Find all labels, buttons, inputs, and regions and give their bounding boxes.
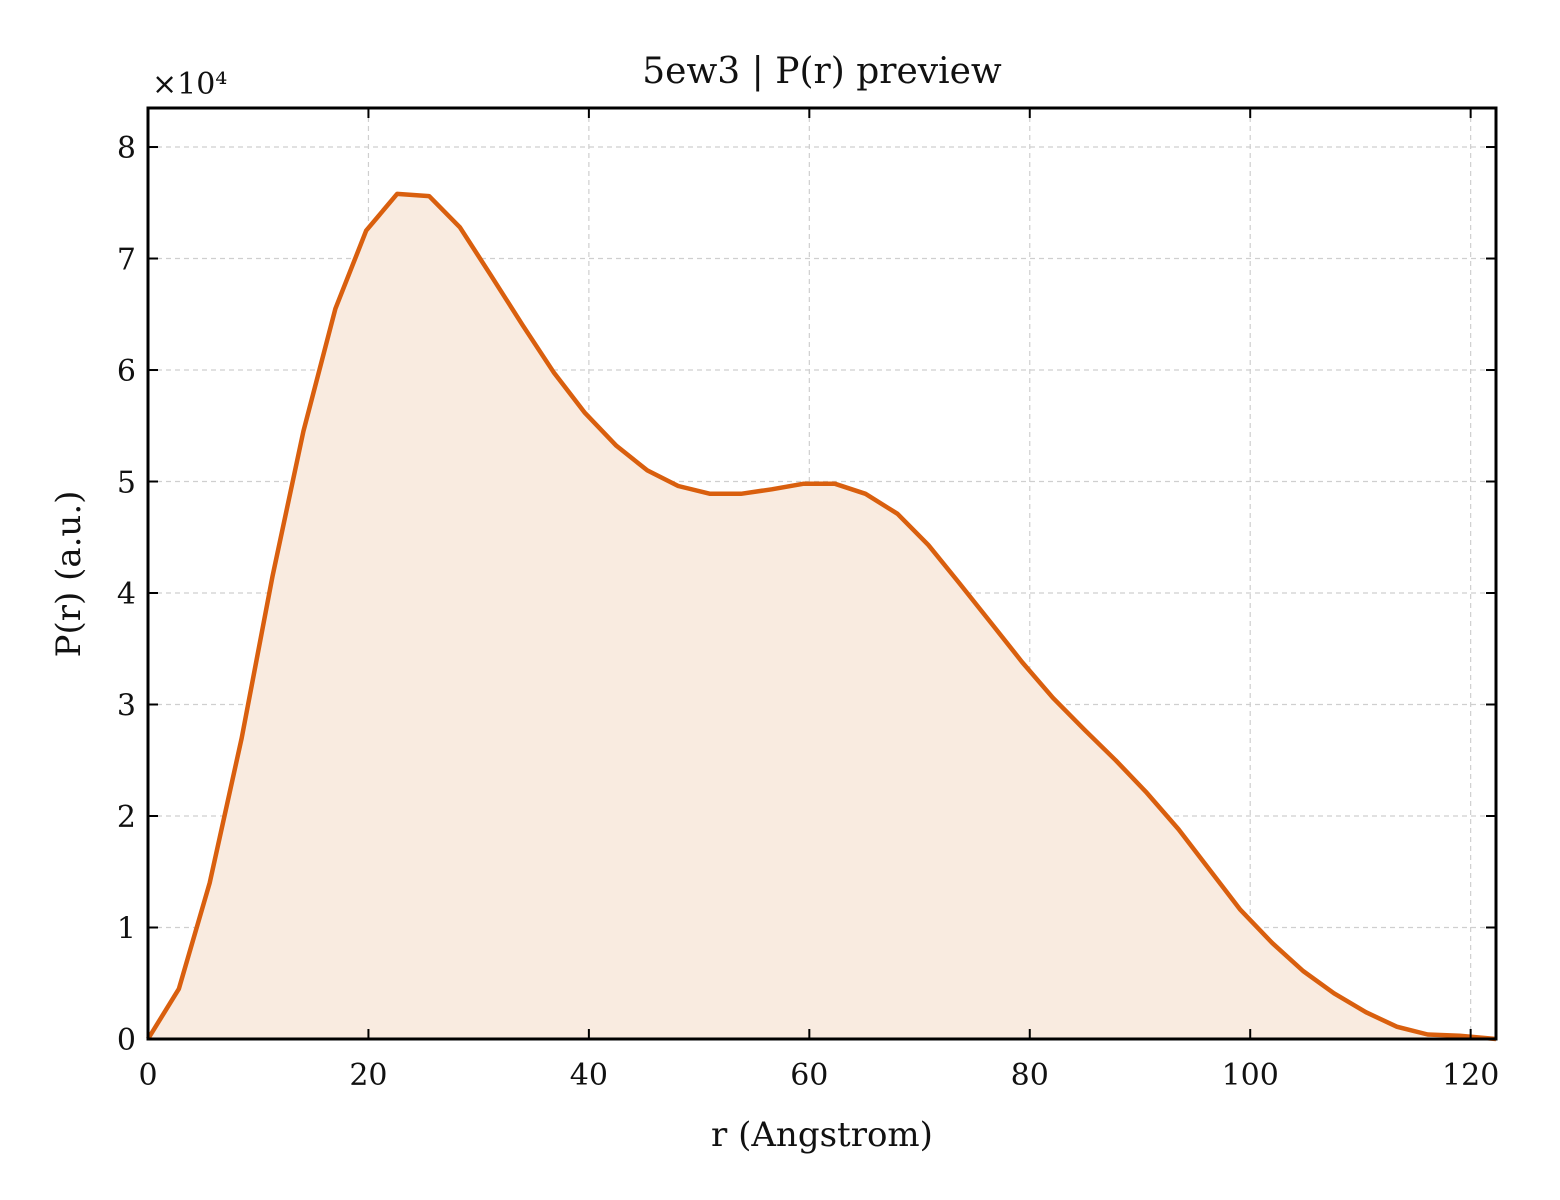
x-tick-label: 60 (790, 1058, 828, 1093)
y-axis-multiplier: ×10⁴ (152, 67, 227, 102)
x-axis-label: r (Angstrom) (711, 1115, 933, 1155)
y-tick-label: 7 (117, 243, 136, 278)
y-tick-label: 2 (117, 800, 136, 835)
y-tick-label: 3 (117, 689, 136, 724)
y-tick-label: 1 (117, 912, 136, 947)
pr-area-fill (148, 193, 1496, 1039)
axis-ticks (147, 108, 1496, 1040)
plot-frame (146, 106, 1498, 1041)
x-tick-label: 100 (1222, 1058, 1279, 1093)
x-tick-label: 0 (138, 1058, 157, 1093)
y-axis-label: P(r) (a.u.) (49, 491, 89, 658)
y-tick-label: 6 (117, 354, 136, 389)
pr-series-line (146, 191, 1497, 1042)
chart-title: 5ew3 | P(r) preview (642, 51, 1002, 92)
x-tick-label: 20 (349, 1058, 387, 1093)
y-tick-label: 0 (117, 1023, 136, 1058)
y-tick-label: 8 (117, 131, 136, 166)
y-tick-label: 5 (117, 466, 136, 501)
x-tick-label: 40 (570, 1058, 608, 1093)
x-tick-label: 80 (1011, 1058, 1049, 1093)
axis-tick-labels: 0 20 40 60 80 100 120 0 1 2 3 4 5 6 7 8 (117, 131, 1499, 1093)
x-tick-label: 120 (1442, 1058, 1499, 1093)
y-tick-label: 4 (117, 577, 136, 612)
